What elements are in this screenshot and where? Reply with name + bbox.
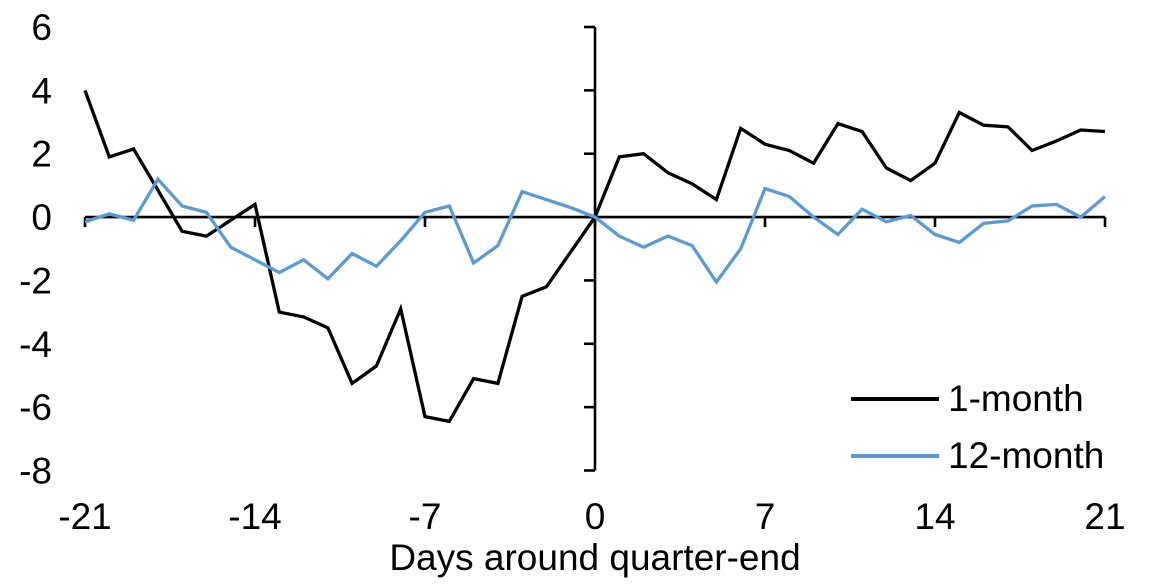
x-tick-label: 7: [755, 496, 776, 537]
tick-labels: 6 4 2 0 -2 -4 -6 -8-21 -14 -7 0 7 14 21: [19, 7, 1125, 537]
y-tick-label: 4: [31, 70, 52, 111]
legend: 1-month 12-month: [851, 378, 1104, 492]
legend-label-1-month: 1-month: [948, 378, 1084, 419]
series-lines: [83, 89, 1107, 424]
y-tick-label: 0: [31, 197, 52, 238]
y-tick-label: -8: [19, 451, 52, 492]
x-tick-label: -14: [228, 496, 281, 537]
x-axis-title: Days around quarter-end: [389, 537, 801, 578]
legend-label-12-month: 12-month: [948, 435, 1105, 476]
y-tick-label: 6: [31, 7, 52, 48]
y-tick-label: -6: [19, 387, 52, 428]
x-tick-label: 14: [914, 496, 955, 537]
legend-item-1-month: 1-month: [851, 378, 1104, 420]
y-tick-label: -4: [19, 324, 52, 365]
series-line-12-month: [84, 176, 1107, 285]
x-tick-label: 21: [1084, 496, 1125, 537]
x-tick-label: -21: [58, 496, 111, 537]
legend-line-swatch-1-month: [851, 397, 939, 401]
x-tick-label: -7: [409, 496, 442, 537]
legend-item-12-month: 12-month: [851, 435, 1104, 477]
x-tick-label: 0: [585, 496, 606, 537]
y-tick-label: 2: [31, 134, 52, 175]
legend-line-swatch-12-month: [851, 454, 939, 458]
y-tick-label: -2: [19, 260, 52, 301]
